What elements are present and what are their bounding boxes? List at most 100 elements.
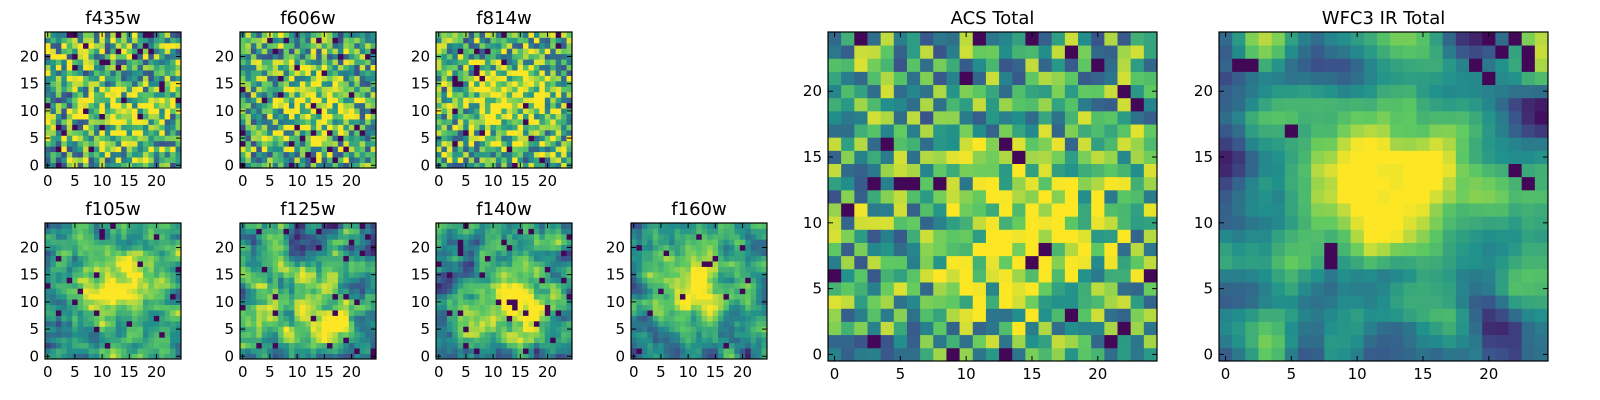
heatmap-cell [240, 42, 246, 49]
heatmap-cell [539, 75, 546, 82]
heatmap-cell [452, 348, 459, 354]
heatmap-cell [446, 59, 453, 66]
heatmap-cell [701, 239, 708, 246]
heatmap-cell [457, 353, 464, 360]
heatmap-cell [50, 151, 57, 158]
heatmap-cell [674, 239, 681, 246]
heatmap-cell [93, 353, 100, 360]
heatmap-cell [142, 97, 149, 104]
heatmap-cell [175, 119, 182, 125]
heatmap-cell [332, 64, 339, 71]
heatmap-cell [45, 140, 51, 147]
heatmap-cell [468, 146, 475, 153]
heatmap-cell [261, 288, 268, 295]
heatmap-cell [490, 86, 497, 93]
heatmap-cell [663, 271, 670, 278]
heatmap-cell [669, 223, 675, 229]
heatmap-cell [61, 250, 68, 257]
heatmap-cell [153, 80, 160, 87]
heatmap-cell [512, 140, 518, 147]
heatmap-cell [550, 113, 557, 120]
heatmap-cell [566, 277, 573, 284]
heatmap-cell [153, 42, 160, 49]
heatmap-cell [278, 135, 284, 142]
heatmap-cell [327, 337, 333, 344]
heatmap-cell [370, 228, 377, 235]
heatmap-cell [153, 293, 160, 300]
heatmap-cell [446, 80, 453, 87]
heatmap-cell [99, 48, 106, 55]
heatmap-cell [305, 288, 312, 295]
heatmap-cell [104, 124, 111, 131]
heatmap-cell [436, 233, 442, 240]
heatmap-cell [1025, 308, 1039, 322]
x-tick-label: 5 [70, 363, 80, 381]
heatmap-cell [83, 233, 89, 240]
heatmap-cell [88, 80, 95, 87]
heatmap-cell [354, 48, 361, 55]
heatmap-cell [728, 348, 735, 354]
heatmap-cell [348, 97, 355, 104]
heatmap-cell [523, 113, 529, 120]
heatmap-cell [474, 64, 480, 71]
heatmap-cell [539, 113, 546, 120]
heatmap-cell [484, 157, 491, 163]
heatmap-cell [539, 239, 546, 246]
heatmap-cell [463, 91, 470, 98]
heatmap-cell [267, 70, 274, 76]
heatmap-cell [110, 288, 117, 295]
heatmap-cell [142, 119, 149, 125]
heatmap-cell [348, 326, 355, 333]
heatmap-cell [283, 244, 290, 251]
heatmap-cell [484, 315, 491, 322]
heatmap-cell [148, 146, 155, 153]
x-tick-label: 0 [434, 363, 444, 381]
heatmap-cell [436, 288, 442, 295]
heatmap-cell [77, 59, 84, 66]
heatmap-cell [77, 293, 84, 300]
heatmap-cell [348, 37, 355, 44]
heatmap-cell [761, 266, 768, 273]
heatmap-cell [121, 353, 127, 360]
heatmap-cell [327, 288, 333, 295]
heatmap-cell [66, 271, 73, 278]
heatmap-cell [164, 91, 171, 98]
heatmap-cell [153, 119, 160, 125]
heatmap-cell [283, 353, 290, 360]
heatmap-cell [83, 282, 89, 289]
heatmap-cell [250, 293, 257, 300]
heatmap-cell [528, 255, 535, 262]
heatmap-cell [468, 331, 475, 338]
heatmap-cell [137, 223, 144, 229]
heatmap-cell [354, 37, 361, 44]
heatmap-cell [512, 250, 518, 257]
heatmap-cell [250, 91, 257, 98]
heatmap-cell [1038, 268, 1053, 283]
heatmap-cell [701, 288, 708, 295]
heatmap-cell [121, 32, 127, 38]
heatmap-cell [561, 102, 567, 109]
heatmap-cell [920, 255, 934, 270]
heatmap-cell [517, 261, 524, 267]
heatmap-cell [652, 228, 659, 235]
heatmap-cell [267, 320, 274, 327]
heatmap-cell [305, 59, 312, 66]
heatmap-cell [745, 223, 752, 229]
heatmap-cell [1091, 282, 1105, 296]
heatmap-cell [674, 250, 681, 257]
heatmap-cell [267, 310, 274, 316]
heatmap-cell [77, 42, 84, 49]
heatmap-cell [523, 59, 529, 66]
heatmap-cell [354, 261, 361, 267]
heatmap-cell [83, 64, 89, 71]
heatmap-cell [283, 86, 290, 93]
heatmap-cell [669, 320, 675, 327]
heatmap-cell [245, 113, 252, 120]
heatmap-cell [566, 255, 573, 262]
heatmap-cell [359, 228, 366, 235]
heatmap-cell [544, 348, 551, 354]
heatmap-cell [468, 228, 475, 235]
heatmap-cell [283, 129, 290, 136]
heatmap-cell [316, 86, 322, 93]
heatmap-cell [517, 320, 524, 327]
